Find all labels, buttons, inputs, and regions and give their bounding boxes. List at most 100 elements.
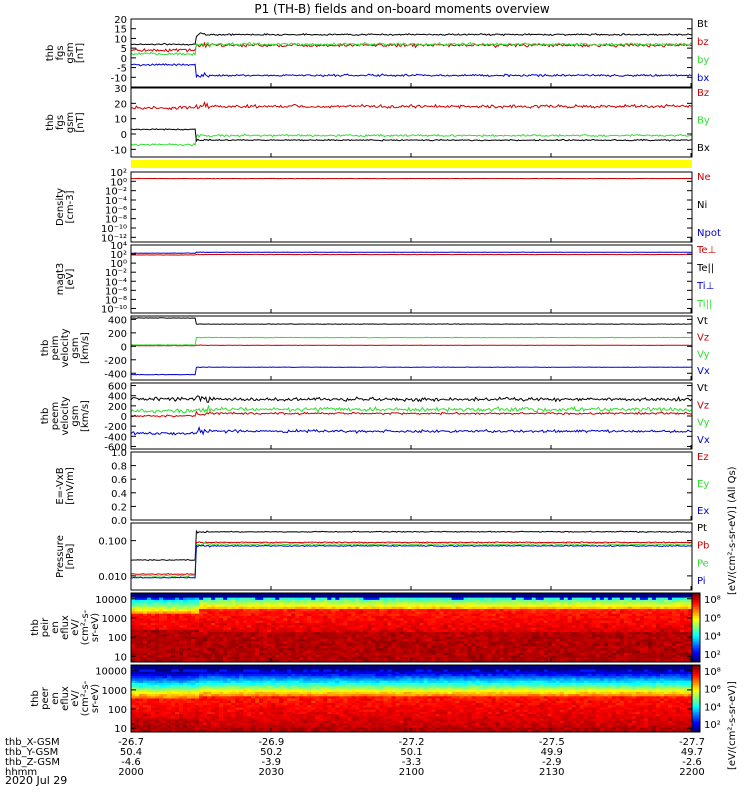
- peir-cell: [475, 641, 481, 644]
- peir-cell: [523, 645, 529, 649]
- peir-cell: [391, 604, 396, 608]
- peir-cell: [427, 659, 432, 663]
- peir-cell: [591, 629, 597, 633]
- peir-cell: [459, 632, 464, 635]
- peir-cell: [643, 609, 649, 612]
- peir-cell: [511, 618, 517, 621]
- peir-cell: [595, 620, 601, 624]
- peir-cell: [215, 627, 220, 631]
- peir-cell: [383, 652, 388, 656]
- peer-cell: [187, 694, 192, 697]
- peer-cell: [147, 698, 152, 702]
- peir-cell: [487, 595, 493, 598]
- peir-cell: [339, 641, 344, 644]
- peir-cell: [147, 611, 152, 615]
- peir-cell: [507, 629, 513, 633]
- peir-cell: [203, 611, 208, 615]
- peir-cell: [443, 629, 448, 633]
- peir-cell: [327, 595, 332, 598]
- peir-cell: [347, 613, 352, 617]
- peir-cell: [463, 655, 468, 658]
- peir-cell: [291, 613, 296, 617]
- peir-cell: [395, 639, 400, 642]
- peir-cell: [587, 593, 593, 596]
- peir-cell: [475, 616, 481, 619]
- peir-cell: [435, 622, 440, 626]
- peir-cell: [599, 620, 605, 624]
- peir-cell: [511, 602, 517, 605]
- peir-cell: [575, 609, 581, 612]
- peir-cell: [235, 632, 240, 635]
- peir-cell: [207, 643, 212, 647]
- peir-cell: [515, 643, 521, 647]
- peir-cell: [191, 657, 196, 661]
- peir-cell: [419, 648, 424, 651]
- peir-cell: [535, 657, 541, 661]
- peir-cell: [331, 629, 336, 633]
- peir-cell: [667, 595, 673, 598]
- peir-cell: [511, 622, 517, 626]
- peir-cell: [571, 625, 577, 628]
- peir-cell: [583, 634, 589, 638]
- peir-cell: [483, 659, 489, 663]
- peir-cell: [591, 622, 597, 626]
- peir-cell: [247, 627, 252, 631]
- peir-cell: [259, 599, 264, 603]
- peir-cell: [311, 620, 316, 624]
- peir-cell: [391, 634, 396, 638]
- peir-cell: [575, 606, 581, 610]
- peir-cell: [595, 639, 601, 642]
- peir-cell: [143, 609, 148, 612]
- y-tick-label: 0: [121, 130, 127, 141]
- peir-cell: [267, 645, 272, 649]
- peir-cell: [411, 597, 416, 601]
- peir-cell: [143, 629, 148, 633]
- peir-cell: [159, 593, 164, 596]
- peir-cell: [535, 639, 541, 642]
- peir-cell: [147, 643, 152, 647]
- peir-cell: [251, 613, 256, 617]
- legend-entry-npot: Npot: [697, 228, 721, 239]
- peir-cell: [643, 645, 649, 649]
- peer-cell: [147, 723, 152, 726]
- peir-cell: [383, 597, 388, 601]
- peir-cell: [287, 616, 292, 619]
- peer-cell: [187, 707, 192, 711]
- peir-cell: [495, 636, 501, 640]
- peir-cell: [339, 613, 344, 617]
- peir-cell: [203, 602, 208, 605]
- peir-cell: [135, 645, 140, 649]
- peir-cell: [639, 618, 645, 621]
- peir-cell: [419, 645, 424, 649]
- peir-cell: [647, 595, 653, 598]
- peir-cell: [391, 606, 396, 610]
- peer-cell: [151, 696, 156, 699]
- peir-cell: [635, 659, 641, 663]
- peir-cell: [547, 625, 553, 628]
- peir-cell: [295, 625, 300, 628]
- peir-cell: [659, 641, 665, 644]
- peir-cell: [643, 602, 649, 605]
- peir-cell: [307, 606, 312, 610]
- peer-cell: [171, 718, 176, 722]
- peir-cell: [583, 655, 589, 658]
- peir-cell: [175, 657, 180, 661]
- peir-cell: [527, 599, 533, 603]
- peir-cell: [343, 602, 348, 605]
- peir-cell: [307, 613, 312, 617]
- peir-cell: [639, 639, 645, 642]
- peir-cell: [663, 652, 669, 656]
- peir-cell: [659, 620, 665, 624]
- peer-cell: [167, 702, 172, 706]
- peir-cell: [247, 643, 252, 647]
- peir-cell: [215, 657, 220, 661]
- peir-cell: [275, 602, 280, 605]
- peir-cell: [515, 650, 521, 654]
- peir-cell: [303, 652, 308, 656]
- peir-cell: [447, 650, 452, 654]
- peer-cell: [147, 665, 152, 668]
- peir-cell: [355, 613, 360, 617]
- peir-cell: [155, 627, 160, 631]
- peir-cell: [347, 620, 352, 624]
